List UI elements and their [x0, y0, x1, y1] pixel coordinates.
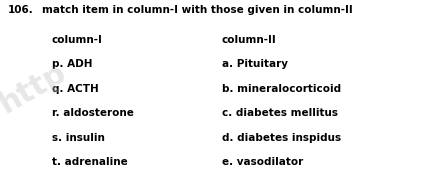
Text: a. Pituitary: a. Pituitary: [221, 59, 287, 69]
Text: p. ADH: p. ADH: [52, 59, 92, 69]
Text: c. diabetes mellitus: c. diabetes mellitus: [221, 108, 337, 118]
Text: t. adrenaline: t. adrenaline: [52, 157, 127, 167]
Text: q. ACTH: q. ACTH: [52, 84, 98, 94]
Text: http: http: [0, 58, 71, 119]
Text: b. mineralocorticoid: b. mineralocorticoid: [221, 84, 340, 94]
Text: r. aldosterone: r. aldosterone: [52, 108, 134, 118]
Text: column-II: column-II: [221, 35, 276, 45]
Text: 106.: 106.: [8, 5, 34, 15]
Text: s. insulin: s. insulin: [52, 133, 104, 142]
Text: e. vasodilator: e. vasodilator: [221, 157, 302, 167]
Text: d. diabetes inspidus: d. diabetes inspidus: [221, 133, 340, 142]
Text: match item in column-I with those given in column-II: match item in column-I with those given …: [42, 5, 352, 15]
Text: column-I: column-I: [52, 35, 102, 45]
